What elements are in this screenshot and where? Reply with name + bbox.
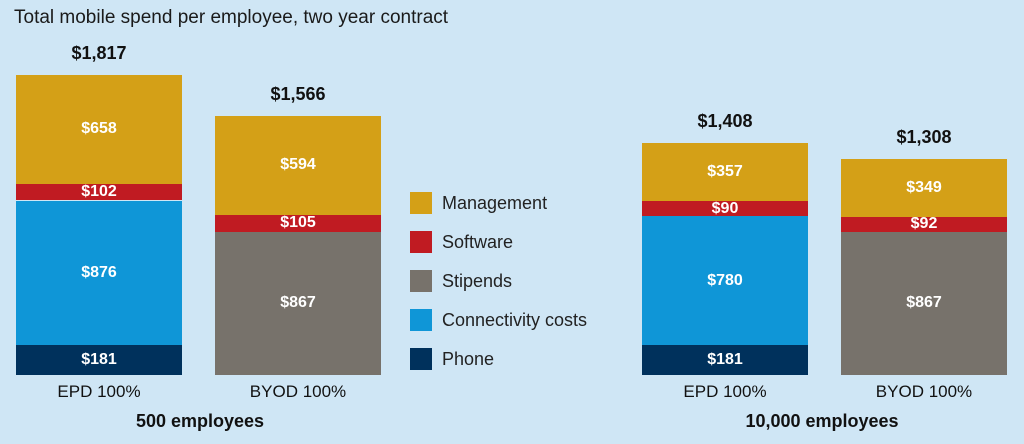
- legend-item: Software: [410, 229, 587, 255]
- bar-total-label: $1,566: [270, 84, 326, 105]
- group-label: 10,000 employees: [745, 411, 899, 431]
- bar-segment-phone: $181: [16, 345, 182, 375]
- bar-segment-management: $594: [215, 116, 381, 215]
- bar-segment-software: $102: [16, 183, 182, 201]
- x-tick-label: EPD 100%: [683, 382, 767, 401]
- stacked-bar: $181 $780 $90 $357: [642, 142, 808, 375]
- legend-swatch: [410, 192, 432, 214]
- legend-swatch: [410, 270, 432, 292]
- chart-title: Total mobile spend per employee, two yea…: [14, 7, 449, 28]
- group-label: 500 employees: [135, 411, 265, 431]
- bar-segment-stipends: $867: [215, 231, 381, 375]
- bar-segment-software: $90: [642, 200, 808, 217]
- legend-label: Connectivity costs: [442, 309, 588, 330]
- legend-item: Connectivity costs: [410, 307, 587, 333]
- bar-total-label: $1,308: [896, 127, 952, 148]
- chart-legend: Management Software Stipends Connectivity c…: [410, 190, 587, 385]
- x-tick-label: BYOD 100%: [249, 382, 347, 401]
- bar-total-label: $1,408: [697, 110, 753, 131]
- x-tick-label: EPD 100%: [57, 382, 141, 401]
- legend-label: Management: [442, 192, 548, 213]
- stacked-bar: $867 $105 $594: [215, 116, 381, 375]
- bar-segment-management: $658: [16, 75, 182, 184]
- legend-item: Management: [410, 190, 587, 216]
- legend-label: Phone: [442, 348, 495, 369]
- stacked-bar: $181 $876 $102 $658: [16, 75, 182, 375]
- stacked-bar: $867 $92 $349: [841, 159, 1007, 375]
- legend-swatch: [410, 348, 432, 370]
- bar-total-label: $1,817: [71, 43, 127, 63]
- bar-segment-phone: $181: [642, 345, 808, 375]
- legend-label: Software: [442, 231, 514, 252]
- bar-segment-connectivity-costs: $780: [642, 216, 808, 346]
- bar-segment-connectivity-costs: $876: [16, 200, 182, 346]
- legend-label: Stipends: [442, 270, 513, 291]
- legend-item: Phone: [410, 346, 587, 372]
- bar-segment-management: $349: [841, 159, 1007, 217]
- legend-item: Stipends: [410, 268, 587, 294]
- bar-segment-stipends: $867: [841, 231, 1007, 375]
- bar-segment-software: $92: [841, 215, 1007, 232]
- legend-swatch: [410, 231, 432, 253]
- bar-segment-software: $105: [215, 214, 381, 232]
- x-tick-label: BYOD 100%: [875, 382, 973, 401]
- legend-swatch: [410, 309, 432, 331]
- bar-segment-management: $357: [642, 142, 808, 202]
